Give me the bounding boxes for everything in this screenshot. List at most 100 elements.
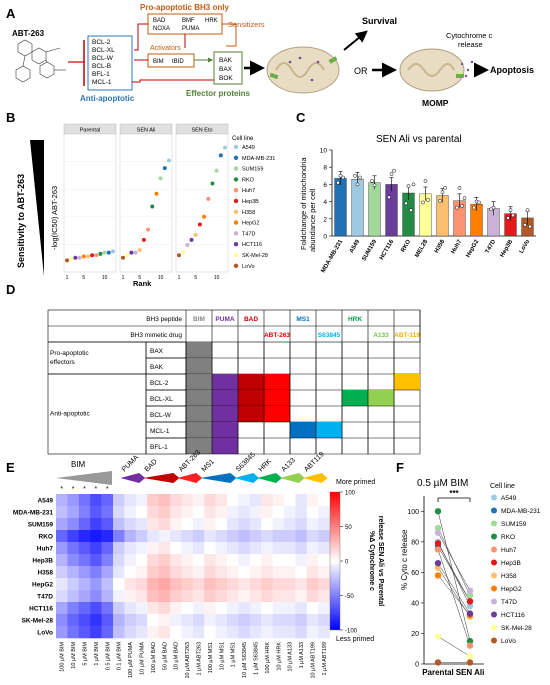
heat-cell (135, 518, 148, 531)
heat-cell (67, 542, 80, 555)
bar-chart-plot: 0 2 4 6 8 10 MDA-MB-231 A549 SUM159 HCT116 RKO MEL2… (320, 148, 536, 274)
rank-tick: 10 (158, 275, 164, 281)
heat-cell (158, 494, 171, 507)
heat-cell (215, 506, 228, 519)
heat-cell (181, 626, 194, 639)
legend-dot (491, 585, 497, 592)
binding-cell (186, 422, 212, 438)
legend-dot (491, 637, 497, 644)
heat-cell (90, 554, 102, 567)
survival-label: Survival (362, 16, 397, 26)
survival-arrow (343, 30, 368, 51)
heat-cell (249, 506, 262, 519)
heat-cell (67, 506, 80, 519)
heat-cell (90, 566, 102, 579)
heat-cell (135, 494, 148, 507)
heat-cell (249, 626, 262, 639)
heat-cell (67, 494, 80, 507)
heat-cell (204, 518, 216, 531)
legend-dot (233, 220, 239, 225)
heat-cell (306, 542, 319, 555)
heat-cell (215, 518, 228, 531)
legend-label: Huh7 (501, 547, 517, 554)
legend-dot (491, 520, 497, 527)
heat-cell (135, 542, 148, 555)
panel-b-legend: A549 MDA-MB-231 SUM159 RKO Huh7 Hep3B H358 HepG… (233, 144, 275, 270)
heat-cell (135, 506, 148, 519)
legend-dot (233, 177, 239, 182)
replicate-point (455, 205, 459, 210)
row-label: SK-Mel-28 (22, 618, 54, 625)
replicate-point (508, 208, 513, 213)
heat-cell (318, 518, 330, 531)
pair-line (437, 575, 471, 616)
x-category: Huh7 (451, 238, 464, 255)
panel-f-paired-plot: 0.5 µM BIM % Cyto c release 0 20 40 60 80 100… (400, 478, 541, 677)
column-label: 50 µM BAD (162, 642, 168, 670)
replicate-point (528, 224, 532, 229)
pair-point (466, 610, 474, 617)
legend-dot (233, 188, 239, 193)
column-label: 100 µM HRK (265, 642, 271, 674)
bh3-only-title: Pro-apoptotic BH3 only (140, 3, 229, 12)
heat-cell (238, 542, 251, 555)
replicate-point (477, 200, 481, 205)
heat-cell (124, 602, 137, 615)
rank-point (133, 250, 138, 255)
heat-cell (135, 602, 148, 615)
panel-b-rank-plot: Sensitivity to ABT-263 -log(IC50) ABT-26… (16, 123, 275, 288)
heat-cell (90, 542, 102, 555)
heat-cell (227, 518, 239, 531)
peptide-label: HRK (348, 316, 362, 323)
replicate-point (392, 168, 396, 173)
heat-cell (113, 578, 125, 591)
replicate-point (355, 182, 360, 187)
heat-cell (227, 590, 239, 603)
heat-cell (284, 566, 296, 579)
heat-cell (261, 554, 273, 567)
rank-point (98, 251, 103, 256)
heat-cell (181, 530, 194, 543)
heat-cell (158, 602, 171, 615)
heat-cell (204, 542, 216, 555)
heat-cell (181, 578, 194, 591)
group-arrow (177, 473, 203, 483)
heat-cell (284, 578, 296, 591)
row-label: MDA-MB-231 (13, 510, 53, 517)
heat-cell (192, 494, 205, 507)
rank-point (141, 237, 146, 242)
legend-label: MDA-MB-231 (242, 156, 275, 162)
legend-label: H358 (501, 573, 517, 580)
heat-cell (261, 614, 273, 627)
heat-cell (56, 494, 68, 507)
panel-label-f: F (396, 460, 404, 475)
sensitizer-bad: BAD (153, 18, 166, 24)
legend-label: Hep3B (501, 560, 521, 567)
replicate-point (457, 185, 462, 190)
heat-cell (90, 602, 102, 615)
group-arrow (302, 473, 328, 483)
column-label: 0.5 µM BIM (105, 642, 111, 671)
replicate-point (411, 182, 416, 187)
facet-1: SEN Ali 1 5 10 (119, 123, 173, 281)
group-label: HRK (258, 458, 274, 474)
heat-cell (56, 602, 68, 615)
heat-cell (204, 578, 216, 591)
heat-cell (78, 530, 91, 543)
heat-cell (318, 614, 330, 627)
legend-label: SUM159 (242, 167, 263, 173)
replicate-point (341, 175, 345, 180)
replicate-point (438, 198, 442, 203)
legend-label: A549 (242, 145, 255, 151)
sensitizer-puma: PUMA (182, 26, 199, 32)
x-category: RKO (400, 239, 412, 254)
heat-cell (124, 530, 137, 543)
legend-label: HepG2 (242, 221, 259, 227)
rank-point (90, 253, 95, 258)
facet-title: Parental (80, 128, 101, 134)
rank-point (69, 257, 74, 262)
heat-cell (192, 614, 205, 627)
y-tick: 20 (411, 631, 419, 638)
heat-cell (78, 518, 91, 531)
binding-cell (186, 358, 212, 374)
